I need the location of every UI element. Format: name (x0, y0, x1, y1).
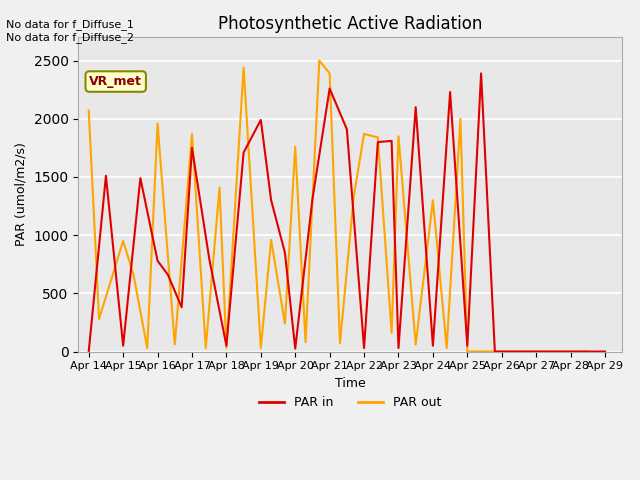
Text: VR_met: VR_met (89, 75, 142, 88)
Text: No data for f_Diffuse_1
No data for f_Diffuse_2: No data for f_Diffuse_1 No data for f_Di… (6, 19, 134, 43)
X-axis label: Time: Time (335, 377, 365, 390)
Title: Photosynthetic Active Radiation: Photosynthetic Active Radiation (218, 15, 483, 33)
Legend: PAR in, PAR out: PAR in, PAR out (254, 391, 447, 414)
Y-axis label: PAR (umol/m2/s): PAR (umol/m2/s) (15, 143, 28, 246)
